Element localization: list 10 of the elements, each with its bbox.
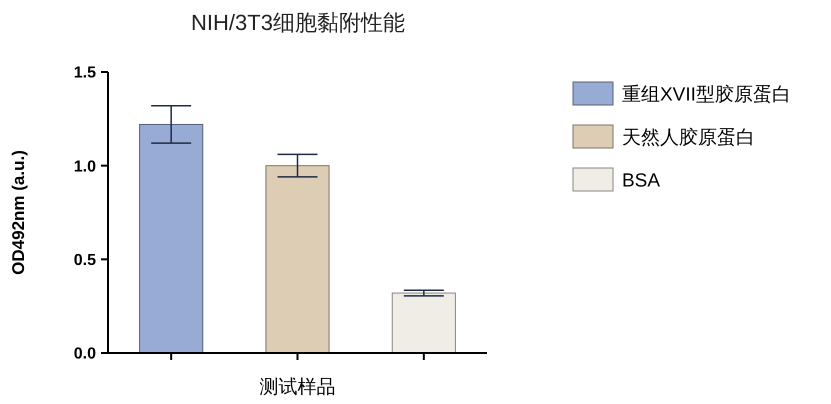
chart-title: NIH/3T3细胞黏附性能 — [191, 10, 405, 35]
legend-label: 重组XVII型胶原蛋白 — [622, 84, 791, 106]
x-axis-title: 测试样品 — [260, 377, 336, 398]
y-tick-label: 0.0 — [74, 346, 96, 363]
y-axis-title: OD492nm (a.u.) — [9, 150, 28, 275]
y-tick-label: 1.5 — [74, 64, 96, 82]
legend-label: 天然人胶原蛋白 — [622, 126, 755, 149]
y-tick-label: 0.5 — [74, 252, 96, 269]
y-tick-label: 1.0 — [74, 158, 96, 176]
legend-label: BSA — [622, 170, 660, 192]
